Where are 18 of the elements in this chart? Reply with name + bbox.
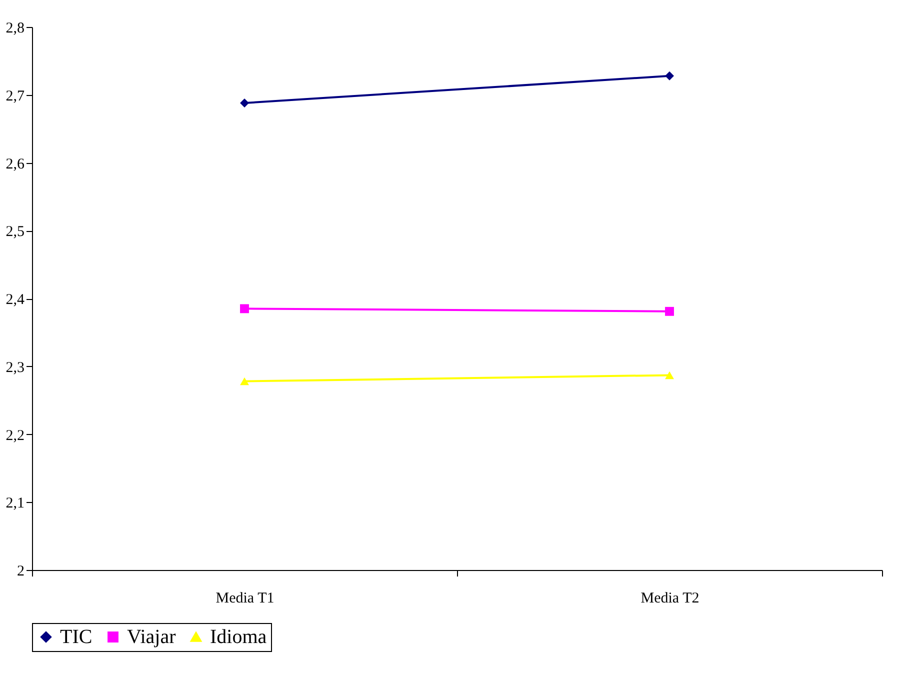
y-tick-label: 2,5 [6,224,24,240]
y-tick-label: 2,8 [6,20,24,36]
legend-label: TIC [60,626,92,648]
y-tick-label: 2,1 [6,496,24,512]
y-tick-label: 2,4 [6,292,25,308]
point [665,71,674,80]
x-tick-label: Media T1 [216,590,274,606]
y-tick-label: 2,6 [6,156,25,172]
legend-label: Viajar [127,626,176,648]
y-tick-label: 2,7 [6,88,25,104]
point [665,306,674,316]
point [240,304,249,314]
y-tick-label: 2,3 [6,360,24,376]
point [240,98,249,108]
y-tick-label: 2,2 [6,428,24,444]
y-tick-label: 2 [17,564,24,580]
legend-label: Idioma [210,626,267,648]
x-tick-label: Media T2 [640,590,700,606]
